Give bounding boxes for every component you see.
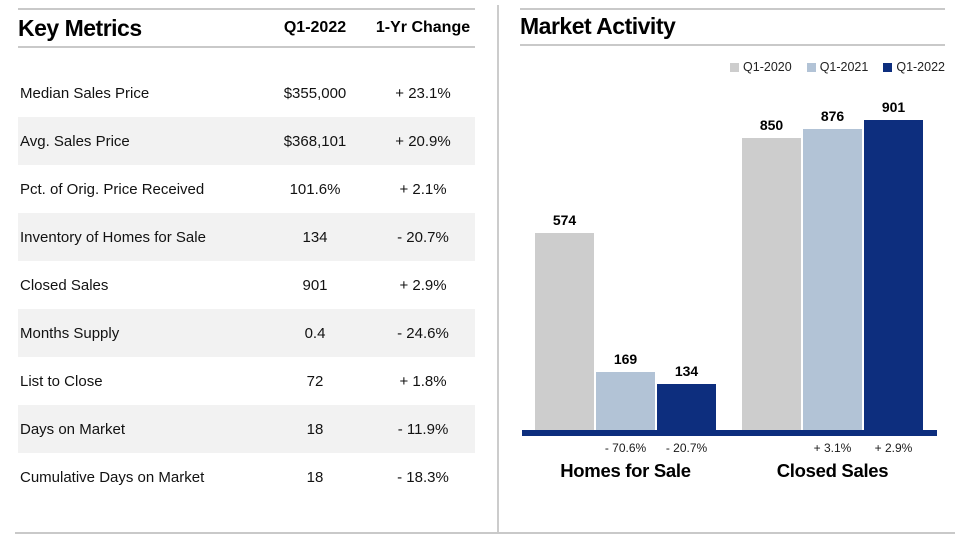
bar-q1-2020-homes-for-sale	[535, 233, 594, 430]
metric-change: + 2.1%	[399, 180, 447, 198]
column-header-quarter: Q1-2022	[283, 19, 347, 36]
metric-value: 18	[306, 468, 324, 486]
bar-q1-2021-closed-sales	[803, 129, 862, 430]
chart-top-rule	[520, 8, 945, 10]
column-header-change: 1-Yr Change	[375, 19, 471, 36]
change-label: - 20.7%	[665, 441, 708, 455]
metric-label: List to Close	[20, 372, 103, 390]
metric-change: - 24.6%	[397, 324, 449, 342]
metric-change: + 23.1%	[395, 84, 451, 102]
table-row: Pct. of Orig. Price Received 101.6% + 2.1%	[18, 165, 475, 213]
metrics-rows: Median Sales Price $355,000 + 23.1% Avg. Sa…	[18, 69, 475, 501]
table-row: List to Close 72 + 1.8%	[18, 357, 475, 405]
metric-value: 134	[302, 228, 328, 246]
category-label: Homes for Sale	[560, 460, 691, 481]
chart-title: Market Activity	[520, 13, 676, 39]
metric-label: Pct. of Orig. Price Received	[20, 180, 205, 198]
table-header-row: Key Metrics Q1-2022 1-Yr Change	[18, 10, 475, 46]
metric-change: - 20.7%	[397, 228, 449, 246]
change-label: + 3.1%	[813, 441, 852, 455]
metric-value: 901	[302, 276, 328, 294]
change-label: + 2.9%	[874, 441, 913, 455]
change-label: - 70.6%	[604, 441, 647, 455]
bar-value-label: 574	[552, 212, 577, 228]
bar-value-label: 901	[881, 99, 906, 115]
metric-value: 18	[306, 420, 324, 438]
metric-change: - 18.3%	[397, 468, 449, 486]
table-top-rule	[18, 8, 475, 10]
metric-label: Closed Sales	[20, 276, 109, 294]
metric-label: Inventory of Homes for Sale	[20, 228, 206, 246]
table-spacer	[18, 48, 475, 69]
table-row: Median Sales Price $355,000 + 23.1%	[18, 69, 475, 117]
metric-change: - 11.9%	[397, 420, 449, 438]
metric-change: + 1.8%	[399, 372, 447, 390]
below-axis: - 70.6% - 20.7% Homes for Sale + 3.1% + 2.9%…	[520, 436, 945, 496]
table-title: Key Metrics	[18, 14, 142, 41]
metric-value: 72	[306, 372, 324, 390]
chart-legend: Q1-2020 Q1-2021 Q1-2022	[730, 60, 945, 74]
bar-value-label: 876	[820, 108, 845, 124]
legend-swatch-q1-2021	[806, 62, 816, 72]
bar-value-label: 850	[759, 117, 784, 133]
chart-title-rule	[520, 44, 945, 46]
bar-q1-2022-closed-sales	[864, 120, 923, 430]
metric-value: 101.6%	[289, 180, 341, 198]
metric-label: Median Sales Price	[20, 84, 150, 102]
metric-label: Avg. Sales Price	[20, 132, 130, 150]
metric-value: $355,000	[283, 84, 347, 102]
key-metrics-panel: Key Metrics Q1-2022 1-Yr Change Median S…	[18, 8, 475, 501]
legend-item-q1-2021: Q1-2021	[806, 60, 869, 74]
bottom-rule	[15, 532, 955, 534]
table-row: Days on Market 18 - 11.9%	[18, 405, 475, 453]
vertical-divider	[497, 5, 499, 533]
metric-value: $368,101	[283, 132, 347, 150]
table-row: Months Supply 0.4 - 24.6%	[18, 309, 475, 357]
legend-item-q1-2022: Q1-2022	[883, 60, 945, 74]
metric-label: Months Supply	[20, 324, 120, 342]
legend-label: Q1-2020	[743, 60, 792, 74]
market-activity-panel: Market Activity Q1-2020 Q1-2021 Q1-2022 …	[520, 0, 945, 548]
bar-value-label: 134	[674, 363, 699, 379]
x-axis-line	[522, 430, 937, 436]
table-row: Closed Sales 901 + 2.9%	[18, 261, 475, 309]
bar-q1-2022-homes-for-sale	[657, 384, 716, 430]
bar-q1-2021-homes-for-sale	[596, 372, 655, 430]
legend-item-q1-2020: Q1-2020	[730, 60, 792, 74]
bar-value-label: 169	[613, 351, 638, 367]
bar-q1-2020-closed-sales	[742, 138, 801, 430]
category-label: Closed Sales	[776, 460, 889, 481]
legend-label: Q1-2022	[896, 60, 945, 74]
table-row: Cumulative Days on Market 18 - 18.3%	[18, 453, 475, 501]
table-header-rule	[18, 46, 475, 48]
bar-plot: 574 169 134 850 876 901	[522, 90, 937, 436]
legend-swatch-q1-2020	[730, 62, 740, 72]
metric-label: Days on Market	[20, 420, 126, 438]
table-row: Inventory of Homes for Sale 134 - 20.7%	[18, 213, 475, 261]
metric-value: 0.4	[304, 324, 326, 342]
metric-label: Cumulative Days on Market	[20, 468, 205, 486]
metric-change: + 20.9%	[395, 132, 451, 150]
legend-label: Q1-2021	[819, 60, 869, 74]
table-row: Avg. Sales Price $368,101 + 20.9%	[18, 117, 475, 165]
legend-swatch-q1-2022	[883, 62, 893, 72]
metric-change: + 2.9%	[399, 276, 447, 294]
